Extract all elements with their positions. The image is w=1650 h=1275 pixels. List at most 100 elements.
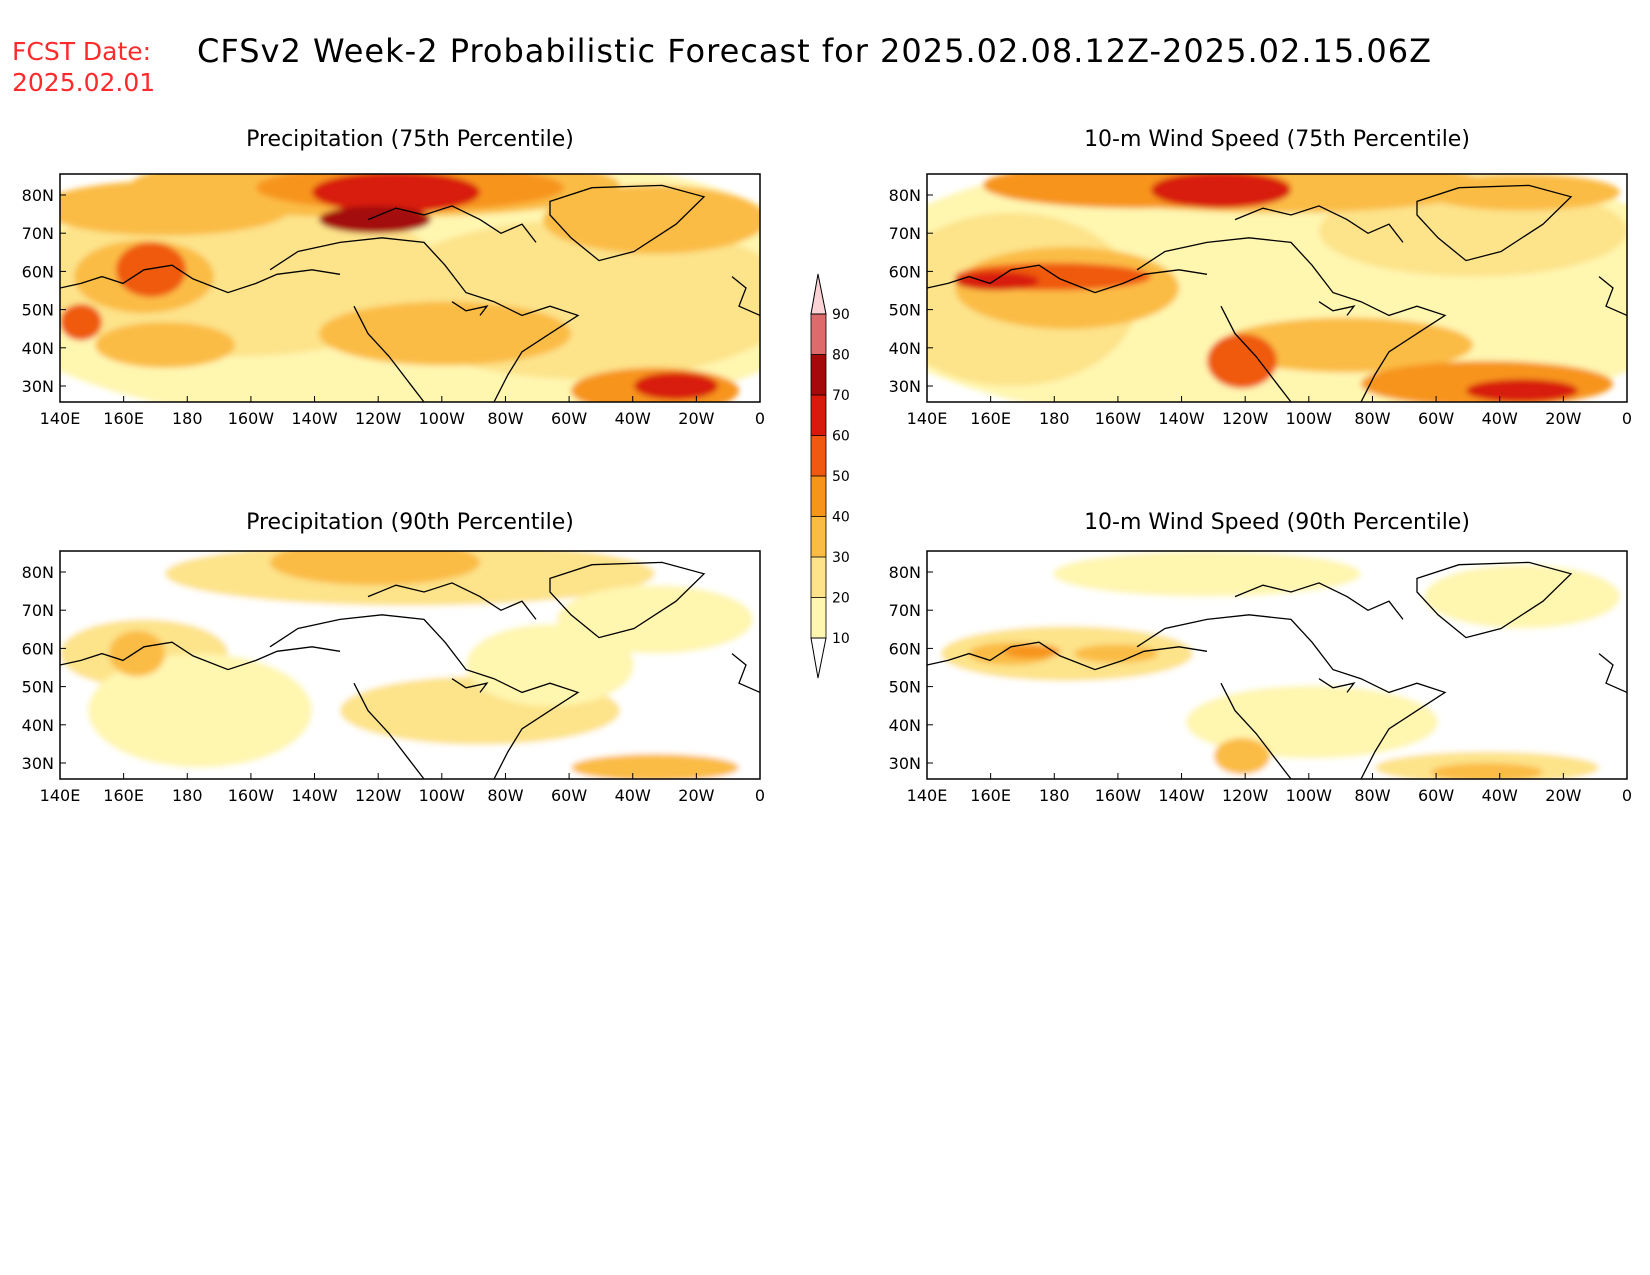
panel-title: 10-m Wind Speed (90th Percentile)	[1084, 510, 1470, 535]
contour-region	[466, 623, 634, 707]
lon-tick-label: 180	[172, 409, 203, 428]
colorbar-segment	[811, 395, 826, 436]
lon-tick-label: 20W	[678, 409, 714, 428]
contour-region	[571, 753, 739, 779]
lon-tick-label: 180	[172, 786, 203, 805]
lon-tick-label: 140E	[907, 409, 948, 428]
colorbar-min-arrow	[810, 637, 827, 679]
probability-field	[60, 551, 760, 779]
coastline	[549, 184, 706, 262]
lon-tick-label: 20W	[1545, 786, 1581, 805]
contour-region	[109, 630, 165, 677]
lat-tick-label: 80N	[889, 563, 921, 582]
coastline	[1318, 678, 1356, 693]
lon-tick-label: 120W	[355, 786, 402, 805]
lon-tick-label: 40W	[615, 786, 651, 805]
coastline	[1220, 305, 1292, 402]
coastline	[451, 301, 489, 316]
lon-tick-label: 80W	[1354, 409, 1390, 428]
lon-tick-label: 0	[1622, 409, 1632, 428]
contour-region	[941, 626, 1193, 681]
lat-tick-label: 50N	[889, 301, 921, 320]
lat-tick-label: 60N	[22, 262, 54, 281]
lon-tick-label: 180	[1039, 786, 1070, 805]
colorbar-label: 10	[832, 631, 850, 647]
lon-tick-label: 100W	[419, 786, 466, 805]
lon-tick-label: 120W	[1222, 409, 1269, 428]
lat-tick-label: 50N	[22, 301, 54, 320]
probability-field	[927, 174, 1627, 402]
coastline	[1416, 184, 1573, 262]
contour-region	[1053, 551, 1361, 597]
colorbar-segment	[811, 354, 826, 395]
contour-region	[1466, 379, 1578, 402]
lon-tick-label: 140E	[907, 786, 948, 805]
lon-tick-label: 60W	[551, 409, 587, 428]
lon-tick-label: 160E	[970, 409, 1011, 428]
lon-tick-label: 140W	[291, 786, 338, 805]
lon-tick-label: 40W	[1482, 786, 1518, 805]
colorbar-label: 20	[832, 591, 850, 607]
coastline	[269, 614, 580, 779]
lon-tick-label: 40W	[615, 409, 651, 428]
contour-region	[1424, 564, 1620, 629]
lon-tick-label: 140E	[40, 409, 81, 428]
lat-tick-label: 40N	[889, 716, 921, 735]
colorbar-label: 50	[832, 469, 850, 485]
panel-title: 10-m Wind Speed (75th Percentile)	[1084, 127, 1470, 152]
contour-region	[1431, 763, 1543, 779]
colorbar-segment	[811, 597, 826, 638]
lon-tick-label: 160E	[103, 409, 144, 428]
contour-region	[270, 551, 480, 586]
coastline	[451, 678, 489, 693]
lat-tick-label: 70N	[889, 224, 921, 243]
lon-tick-label: 100W	[1286, 786, 1333, 805]
coastline	[731, 653, 760, 693]
coastline	[1318, 301, 1356, 316]
lon-tick-label: 140W	[1158, 786, 1205, 805]
lat-tick-label: 70N	[22, 224, 54, 243]
lat-tick-label: 40N	[22, 339, 54, 358]
lon-tick-label: 0	[755, 786, 765, 805]
coastline	[1136, 614, 1447, 779]
coastline	[367, 205, 537, 243]
coastline	[1234, 582, 1404, 620]
map-frame	[926, 550, 1628, 780]
coastline	[731, 276, 760, 316]
colorbar-segment	[811, 314, 826, 355]
colorbar-max-arrow	[810, 273, 827, 315]
lon-tick-label: 20W	[678, 786, 714, 805]
map-panel-wind-90: 10-m Wind Speed (90th Percentile) 140E 160…	[889, 510, 1632, 805]
coastline	[60, 641, 341, 671]
lat-tick-label: 60N	[22, 639, 54, 658]
lon-tick-label: 180	[1039, 409, 1070, 428]
lon-tick-label: 60W	[551, 786, 587, 805]
colorbar-label: 70	[832, 388, 850, 404]
lat-tick-label: 50N	[22, 678, 54, 697]
contour-region	[1221, 317, 1473, 373]
lon-tick-label: 60W	[1418, 786, 1454, 805]
panel-title: Precipitation (75th Percentile)	[246, 127, 574, 152]
coastline	[367, 582, 537, 620]
lon-tick-label: 140W	[291, 409, 338, 428]
lon-tick-label: 160E	[103, 786, 144, 805]
lon-tick-label: 0	[755, 409, 765, 428]
lon-tick-label: 120W	[1222, 786, 1269, 805]
colorbar-label: 60	[832, 429, 850, 445]
lat-tick-label: 30N	[22, 377, 54, 396]
lon-tick-label: 20W	[1545, 409, 1581, 428]
coastline	[353, 682, 425, 779]
contour-region	[1214, 737, 1270, 775]
colorbar-label: 90	[832, 307, 850, 323]
lon-tick-label: 140W	[1158, 409, 1205, 428]
colorbar-label: 30	[832, 550, 850, 566]
contour-region	[543, 185, 760, 254]
lon-tick-label: 0	[1622, 786, 1632, 805]
colorbar-label: 40	[832, 510, 850, 526]
contour-region	[1074, 644, 1158, 663]
lat-tick-label: 30N	[889, 754, 921, 773]
colorbar-segment	[811, 435, 826, 476]
lon-tick-label: 140E	[40, 786, 81, 805]
lat-tick-label: 80N	[22, 563, 54, 582]
lon-tick-label: 60W	[1418, 409, 1454, 428]
